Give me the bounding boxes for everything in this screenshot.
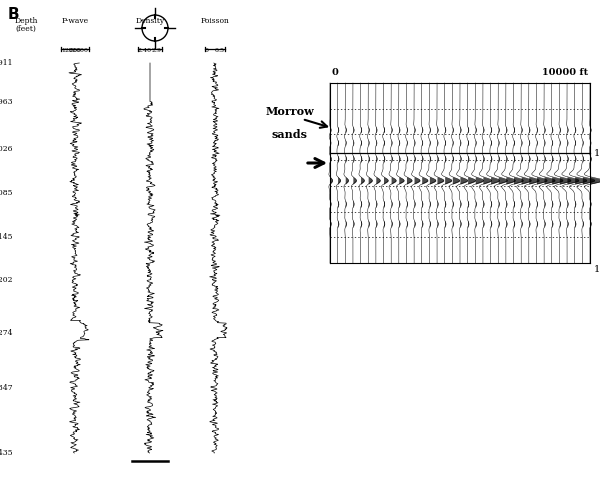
Text: 8026: 8026 (0, 144, 13, 153)
Text: 8145: 8145 (0, 233, 13, 241)
Text: Depth: Depth (15, 17, 38, 25)
Text: 7911: 7911 (0, 59, 13, 67)
Text: 7963: 7963 (0, 98, 13, 106)
Text: 0: 0 (332, 68, 339, 77)
Text: 2.40: 2.40 (138, 48, 152, 53)
Text: 10000 ft: 10000 ft (542, 68, 588, 77)
Text: 1.4: 1.4 (594, 148, 600, 157)
Text: Poisson: Poisson (200, 17, 229, 25)
Text: (feet): (feet) (15, 25, 36, 33)
Text: 2.9: 2.9 (152, 48, 162, 53)
Text: 8085: 8085 (0, 188, 13, 197)
Text: 8435: 8435 (0, 449, 13, 457)
Text: 0.5: 0.5 (215, 48, 225, 53)
Text: 8202: 8202 (0, 276, 13, 284)
Text: P-wave: P-wave (61, 17, 89, 25)
Text: 1.5 s: 1.5 s (594, 265, 600, 274)
Text: 8347: 8347 (0, 384, 13, 392)
Text: 12000: 12000 (61, 48, 81, 53)
Text: sands: sands (272, 129, 308, 140)
Text: 0: 0 (205, 48, 209, 53)
Text: 22000: 22000 (69, 48, 89, 53)
Text: Morrow: Morrow (266, 106, 314, 117)
Text: Density: Density (136, 17, 164, 25)
Text: B: B (8, 7, 20, 22)
Text: 8274: 8274 (0, 329, 13, 337)
